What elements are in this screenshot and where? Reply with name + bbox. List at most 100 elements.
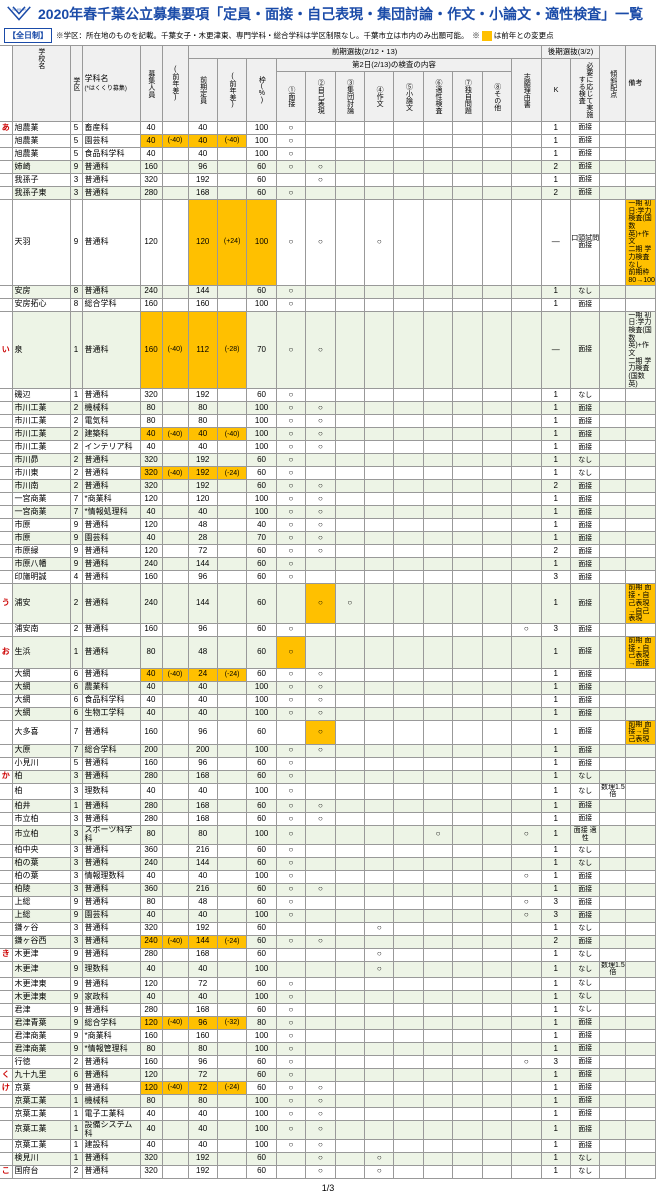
cell	[423, 623, 452, 636]
cell	[512, 148, 541, 161]
cell: ○	[276, 311, 305, 389]
cell: あ	[0, 122, 12, 135]
cell	[365, 441, 394, 454]
cell: 168	[188, 770, 217, 783]
cell	[394, 800, 423, 813]
cell	[453, 783, 482, 799]
cell	[423, 681, 452, 694]
cell: 普通科	[82, 896, 140, 909]
cell	[626, 978, 656, 991]
cell	[600, 870, 626, 883]
cell	[394, 681, 423, 694]
cell	[394, 1095, 423, 1108]
cell: 面接	[570, 187, 599, 200]
cell: 1	[541, 415, 570, 428]
cell	[453, 285, 482, 298]
cell	[600, 187, 626, 200]
cell	[626, 532, 656, 545]
cell	[600, 1017, 626, 1030]
cell: 京葉工業	[12, 1108, 70, 1121]
cell: 144	[188, 935, 217, 948]
cell: 木更津東	[12, 991, 70, 1004]
cell	[335, 558, 364, 571]
cell: 24	[188, 668, 217, 681]
cell: ○	[306, 532, 335, 545]
cell: 食品科学科	[82, 694, 140, 707]
cell	[394, 783, 423, 799]
cell: 60	[247, 1056, 276, 1069]
cell	[423, 770, 452, 783]
cell: ○	[276, 896, 305, 909]
cell	[453, 681, 482, 694]
cell: 普通科	[82, 883, 140, 896]
cell	[482, 545, 511, 558]
cell: ○	[306, 1095, 335, 1108]
cell	[482, 1056, 511, 1069]
cell: 3	[541, 909, 570, 922]
cell	[162, 187, 188, 200]
cell: 市川工業	[12, 441, 70, 454]
table-row: 京葉工業1建設科4040100○○1面接	[0, 1139, 656, 1152]
cell	[217, 870, 246, 883]
cell	[0, 757, 12, 770]
cell	[423, 991, 452, 1004]
cell	[217, 783, 246, 799]
cell	[626, 1121, 656, 1140]
cell	[482, 148, 511, 161]
cell: (-40)	[217, 428, 246, 441]
cell: 2	[70, 480, 82, 493]
cell	[217, 1121, 246, 1140]
cell	[626, 1082, 656, 1095]
cell: 9	[70, 896, 82, 909]
cell	[423, 694, 452, 707]
cell: 1	[541, 1082, 570, 1095]
cell	[162, 961, 188, 977]
table-row: 行徳2普通科1609660○○3面接	[0, 1056, 656, 1069]
cell: 1	[541, 584, 570, 623]
cell	[335, 532, 364, 545]
cell: ○	[276, 506, 305, 519]
cell	[512, 978, 541, 991]
cell: 9	[70, 200, 82, 286]
cell: 60	[247, 813, 276, 826]
cell: 60	[247, 571, 276, 584]
cell	[0, 720, 12, 744]
cell	[0, 800, 12, 813]
cell: 40	[188, 909, 217, 922]
cell	[365, 1043, 394, 1056]
cell: 1	[541, 770, 570, 783]
th-c1: ①面接	[276, 72, 305, 122]
cell: 数理1.5倍	[600, 783, 626, 799]
cell	[162, 1095, 188, 1108]
cell: 面接	[570, 636, 599, 668]
cell	[335, 948, 364, 961]
cell	[600, 389, 626, 402]
cell	[394, 1121, 423, 1140]
cell: 電子工業科	[82, 1108, 140, 1121]
cell	[365, 857, 394, 870]
cell	[453, 826, 482, 845]
cell	[365, 720, 394, 744]
cell	[217, 1139, 246, 1152]
cell: 普通科	[82, 311, 140, 389]
cell: 面接	[570, 1139, 599, 1152]
cell	[600, 571, 626, 584]
cell	[453, 161, 482, 174]
cell	[0, 961, 12, 977]
cell: 6	[70, 668, 82, 681]
cell	[335, 1121, 364, 1140]
cell	[512, 991, 541, 1004]
cell: 1	[70, 311, 82, 389]
cell	[453, 506, 482, 519]
table-row: 市原八幡9普通科24014460○1面接	[0, 558, 656, 571]
cell: 40	[188, 681, 217, 694]
cell	[512, 770, 541, 783]
cell	[162, 441, 188, 454]
table-row: お生浜1普通科804860○1面接前期 面接・自己表現→面接	[0, 636, 656, 668]
svg-text:ICHISHIN: ICHISHIN	[12, 8, 25, 12]
subtitle-note2: は前年との変更点	[494, 30, 554, 41]
cell: 柏	[12, 770, 70, 783]
cell	[394, 558, 423, 571]
cell: 40	[188, 428, 217, 441]
cell: 市立柏	[12, 826, 70, 845]
